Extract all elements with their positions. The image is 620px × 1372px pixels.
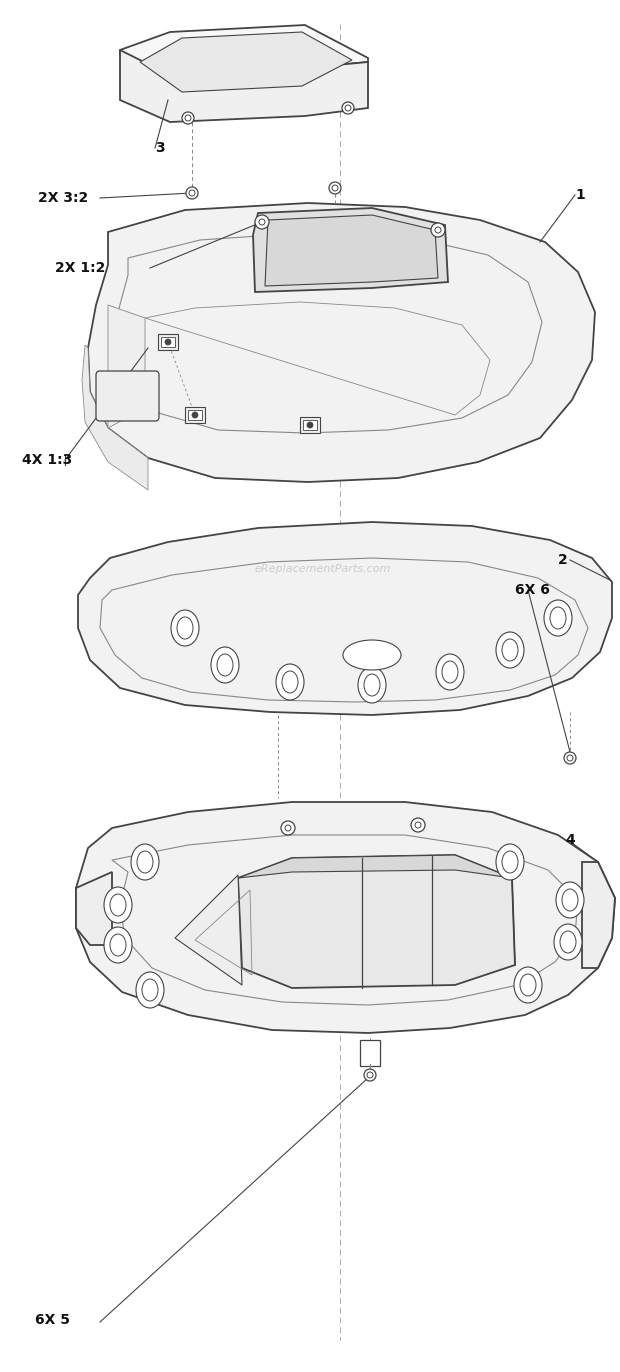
Ellipse shape — [550, 606, 566, 628]
Circle shape — [332, 185, 338, 191]
Ellipse shape — [560, 932, 576, 954]
Polygon shape — [76, 873, 112, 945]
Bar — [188, 410, 202, 420]
Circle shape — [567, 755, 573, 761]
Ellipse shape — [137, 851, 153, 873]
Ellipse shape — [556, 882, 584, 918]
Ellipse shape — [436, 654, 464, 690]
Text: 2: 2 — [558, 553, 568, 567]
Polygon shape — [120, 25, 368, 75]
Circle shape — [281, 820, 295, 836]
Polygon shape — [253, 209, 448, 292]
Circle shape — [415, 822, 421, 827]
Polygon shape — [238, 855, 515, 988]
Ellipse shape — [104, 927, 132, 963]
Polygon shape — [140, 32, 352, 92]
Polygon shape — [120, 49, 368, 122]
Polygon shape — [108, 305, 145, 428]
Ellipse shape — [562, 889, 578, 911]
Circle shape — [307, 423, 313, 428]
Text: 1: 1 — [575, 188, 585, 202]
Polygon shape — [238, 855, 512, 878]
Bar — [185, 407, 205, 423]
Polygon shape — [582, 862, 615, 969]
Ellipse shape — [276, 664, 304, 700]
Ellipse shape — [171, 611, 199, 646]
Ellipse shape — [136, 971, 164, 1008]
Circle shape — [564, 752, 576, 764]
Text: 4X 1:3: 4X 1:3 — [22, 453, 73, 466]
Circle shape — [431, 224, 445, 237]
Ellipse shape — [142, 980, 158, 1002]
Polygon shape — [76, 803, 615, 1033]
Circle shape — [285, 825, 291, 831]
FancyBboxPatch shape — [360, 1040, 380, 1066]
Ellipse shape — [282, 671, 298, 693]
Circle shape — [186, 187, 198, 199]
Circle shape — [345, 106, 351, 111]
Text: 2X 3:2: 2X 3:2 — [38, 191, 88, 204]
Ellipse shape — [110, 895, 126, 916]
Circle shape — [165, 339, 171, 344]
Polygon shape — [78, 521, 612, 715]
Bar — [303, 420, 317, 429]
Bar — [300, 417, 320, 434]
Ellipse shape — [131, 844, 159, 879]
Circle shape — [367, 1072, 373, 1078]
Bar — [158, 333, 178, 350]
Text: eReplacementParts.com: eReplacementParts.com — [254, 564, 391, 575]
Polygon shape — [175, 875, 242, 985]
Ellipse shape — [502, 851, 518, 873]
Circle shape — [192, 412, 198, 418]
Text: 2X 1:2: 2X 1:2 — [55, 261, 105, 274]
Circle shape — [185, 115, 191, 121]
Polygon shape — [82, 344, 148, 490]
Ellipse shape — [496, 844, 524, 879]
Ellipse shape — [442, 661, 458, 683]
Ellipse shape — [104, 888, 132, 923]
FancyBboxPatch shape — [96, 370, 159, 421]
Circle shape — [259, 220, 265, 225]
Circle shape — [342, 102, 354, 114]
Ellipse shape — [544, 600, 572, 637]
Text: 4: 4 — [565, 833, 575, 847]
Ellipse shape — [514, 967, 542, 1003]
Text: 6X 5: 6X 5 — [35, 1313, 70, 1327]
Ellipse shape — [343, 639, 401, 670]
Ellipse shape — [496, 632, 524, 668]
Circle shape — [255, 215, 269, 229]
Circle shape — [435, 226, 441, 233]
Circle shape — [329, 182, 341, 193]
Ellipse shape — [520, 974, 536, 996]
Polygon shape — [88, 203, 595, 482]
Text: 3: 3 — [155, 141, 165, 155]
Ellipse shape — [211, 648, 239, 683]
Ellipse shape — [364, 674, 380, 696]
Polygon shape — [265, 215, 438, 285]
Ellipse shape — [358, 667, 386, 702]
Circle shape — [411, 818, 425, 831]
Ellipse shape — [502, 639, 518, 661]
Circle shape — [364, 1069, 376, 1081]
Ellipse shape — [177, 617, 193, 639]
Ellipse shape — [110, 934, 126, 956]
Circle shape — [182, 113, 194, 123]
Bar — [161, 338, 175, 347]
Ellipse shape — [554, 923, 582, 960]
Ellipse shape — [217, 654, 233, 676]
Circle shape — [189, 189, 195, 196]
Text: 6X 6: 6X 6 — [515, 583, 550, 597]
